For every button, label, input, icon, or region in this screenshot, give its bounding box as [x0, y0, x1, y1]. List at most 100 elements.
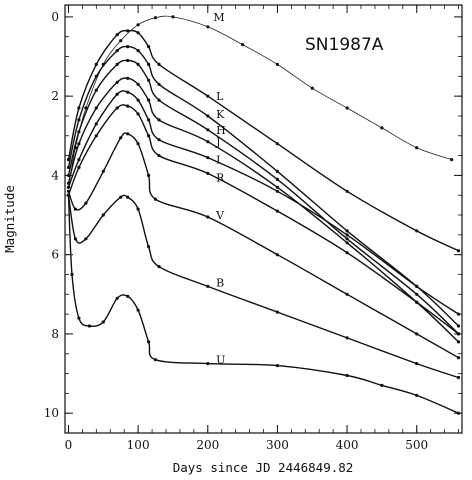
- data-point-m: [171, 15, 175, 19]
- data-point-h: [94, 88, 98, 92]
- x-tick-label: 500: [405, 438, 428, 452]
- data-point-h: [126, 58, 130, 63]
- data-point-j: [206, 140, 210, 144]
- data-point-r: [206, 171, 210, 175]
- series-label-k: K: [216, 108, 225, 121]
- data-point-l: [94, 62, 98, 66]
- series-label-r: R: [216, 171, 225, 184]
- data-point-v: [345, 292, 349, 296]
- y-tick-label: 2: [51, 89, 59, 103]
- y-tick-label: 6: [51, 248, 59, 262]
- data-point-i: [77, 158, 81, 162]
- data-point-i: [126, 90, 130, 94]
- y-axis-title: Magnitude: [2, 185, 17, 253]
- data-point-j: [94, 106, 98, 110]
- data-point-i: [415, 284, 419, 288]
- series-label-j: J: [215, 136, 220, 149]
- series-label-b: B: [216, 276, 224, 289]
- data-point-h: [147, 78, 151, 82]
- data-point-u: [87, 324, 91, 328]
- data-point-r: [157, 154, 161, 158]
- series-line-j: [67, 77, 459, 343]
- series-line-u: [67, 195, 459, 414]
- data-point-m: [380, 126, 384, 130]
- data-point-m: [310, 86, 314, 90]
- series-label-m: M: [213, 11, 224, 24]
- series-line-v: [67, 132, 459, 359]
- data-point-k: [126, 45, 130, 49]
- data-point-k: [77, 118, 81, 122]
- data-point-k: [157, 82, 161, 86]
- y-ticks: 0 2 4 6 8 10: [44, 10, 462, 420]
- series-group: [66, 15, 461, 415]
- data-point-k: [275, 169, 279, 173]
- x-axis-title: Days since JD 2446849.82: [173, 460, 354, 475]
- data-point-u: [115, 296, 119, 300]
- data-point-i: [147, 118, 151, 122]
- data-point-l: [157, 62, 161, 66]
- data-point-u: [380, 383, 384, 387]
- series-line-l: [67, 29, 459, 252]
- data-point-k: [136, 49, 140, 53]
- data-point-b: [345, 336, 349, 340]
- data-point-m: [241, 43, 245, 47]
- y-tick-label: 10: [44, 406, 59, 420]
- data-point-v: [147, 173, 151, 177]
- data-point-j: [147, 98, 151, 102]
- data-point-v: [153, 197, 158, 201]
- data-point-v: [73, 207, 77, 211]
- data-point-i: [115, 92, 119, 96]
- data-point-m: [119, 39, 123, 43]
- data-point-k: [456, 324, 461, 328]
- data-point-l: [77, 106, 81, 110]
- data-point-u: [101, 320, 105, 324]
- data-point-u: [206, 362, 210, 366]
- data-point-h: [415, 292, 419, 296]
- data-point-l: [136, 31, 140, 35]
- x-ticks: 0 100 200 300 400 500: [65, 5, 459, 452]
- data-point-u: [153, 358, 158, 362]
- data-point-h: [115, 62, 119, 66]
- data-point-b: [456, 375, 461, 380]
- series-label-h: H: [216, 124, 226, 137]
- data-point-h: [157, 98, 161, 102]
- series-line-r: [67, 104, 459, 335]
- series-label-l: L: [216, 90, 224, 103]
- data-point-m: [415, 146, 419, 150]
- data-point-r: [147, 134, 151, 138]
- data-point-k: [206, 114, 210, 118]
- x-tick-label: 100: [127, 438, 150, 452]
- data-point-b: [73, 237, 77, 241]
- data-point-h: [206, 128, 210, 132]
- data-point-l: [456, 249, 461, 253]
- data-point-u: [77, 316, 81, 320]
- data-point-u: [147, 340, 151, 344]
- data-point-r: [77, 165, 81, 170]
- data-point-k: [345, 229, 349, 233]
- data-point-u: [126, 294, 130, 298]
- data-point-h: [275, 177, 279, 181]
- data-point-u: [415, 393, 419, 397]
- data-point-m: [136, 23, 140, 27]
- plot-frame: [64, 4, 463, 434]
- data-point-b: [126, 195, 130, 199]
- data-point-b: [415, 362, 419, 366]
- data-point-j: [126, 76, 130, 80]
- series-line-k: [67, 45, 459, 327]
- data-point-i: [157, 138, 161, 142]
- data-point-k: [94, 74, 98, 78]
- data-point-j: [136, 82, 140, 86]
- data-point-r: [94, 134, 98, 138]
- data-point-l: [345, 189, 349, 193]
- data-point-r: [136, 112, 140, 116]
- data-point-j: [456, 340, 461, 344]
- data-point-h: [77, 130, 81, 134]
- data-point-l: [126, 29, 130, 33]
- data-point-l: [206, 94, 210, 98]
- data-point-j: [157, 118, 161, 122]
- data-point-j: [345, 241, 349, 245]
- data-point-r: [126, 104, 130, 108]
- data-point-k: [66, 165, 71, 170]
- data-point-l: [275, 142, 279, 146]
- data-point-v: [84, 201, 88, 205]
